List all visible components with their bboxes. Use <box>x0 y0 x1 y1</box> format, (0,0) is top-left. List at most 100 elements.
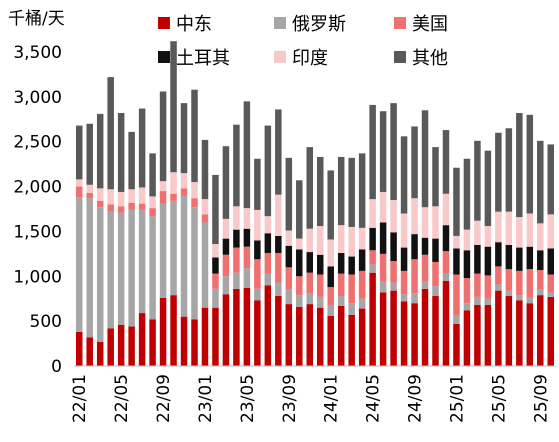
legend-swatch <box>394 51 406 63</box>
x-tick-label: 25/09 <box>531 374 551 423</box>
bar-segment <box>191 182 198 199</box>
bar-segment <box>390 282 397 291</box>
bar-segment <box>547 248 555 275</box>
bar-segment <box>337 225 345 253</box>
bar-segment <box>453 235 460 249</box>
bar-segment <box>296 249 303 277</box>
bar-segment <box>285 157 293 231</box>
bar-segment <box>233 288 240 366</box>
bar-segment <box>170 295 177 366</box>
bar-segment <box>526 303 534 366</box>
bar-segment <box>327 266 334 288</box>
bar-segment <box>285 230 293 246</box>
bar-segment <box>369 227 376 251</box>
bar-segment <box>463 229 471 251</box>
bar-segment <box>411 234 418 260</box>
bar-segment <box>149 216 156 320</box>
bar-segment <box>379 253 387 282</box>
bar-segment <box>432 206 439 239</box>
bar-segment <box>296 295 303 307</box>
bar-segment <box>96 200 104 208</box>
bar-segment <box>547 144 555 215</box>
bar-segment <box>243 287 251 366</box>
bar-segment <box>222 146 230 219</box>
bar-segment <box>264 273 272 286</box>
x-tick-label: 23/05 <box>238 374 258 423</box>
bar-segment <box>86 192 93 199</box>
x-tick-label: 24/09 <box>406 374 426 423</box>
bar-segment <box>201 307 209 366</box>
legend-label: 土耳其 <box>176 48 230 69</box>
bar-segment <box>442 251 450 274</box>
bar-segment <box>264 216 272 234</box>
bar-segment <box>149 208 156 217</box>
bar-segment <box>306 252 314 273</box>
bar-segment <box>170 172 177 194</box>
bar-segment <box>222 238 230 255</box>
bar-segment <box>285 289 293 305</box>
bar-segment <box>379 191 387 223</box>
bar-segment <box>537 223 544 251</box>
bar-segment <box>348 303 355 315</box>
bar-segment <box>411 303 418 366</box>
x-tick-label: 24/05 <box>364 374 384 423</box>
bar-segment <box>285 304 293 366</box>
bar-segment <box>159 297 167 366</box>
bar-segment <box>421 254 429 282</box>
legend-label: 其他 <box>412 48 448 69</box>
bar-segment <box>474 273 481 297</box>
bar-segment <box>474 296 481 305</box>
bar-segment <box>254 288 261 301</box>
bar-segment <box>96 341 104 366</box>
bar-segment <box>400 247 408 271</box>
bar-segment <box>316 274 324 297</box>
x-tick-label: 25/05 <box>489 374 509 423</box>
bar-segment <box>337 273 345 297</box>
bar-segment <box>327 315 334 366</box>
bar-segment <box>421 237 429 255</box>
bar-segment <box>96 188 104 201</box>
bar-segment <box>369 199 376 228</box>
bar-segment <box>96 113 104 189</box>
bar-segment <box>484 246 492 276</box>
bar-segment <box>442 273 450 281</box>
bar-segment <box>264 252 272 274</box>
bar-segment <box>358 298 366 309</box>
bar-segment <box>411 126 418 199</box>
bar-segment <box>170 200 177 296</box>
bar-segment <box>316 226 324 255</box>
legend-item: 美国 <box>394 10 448 36</box>
x-tick-label: 24/01 <box>322 374 342 423</box>
bar-segment <box>316 296 324 308</box>
bar-segment <box>138 209 146 314</box>
bar-segment <box>75 186 83 198</box>
bar-segment <box>411 198 418 235</box>
bar-segment <box>128 202 135 210</box>
bar-segment <box>432 238 439 262</box>
bar-segment <box>275 194 282 236</box>
bar-segment <box>358 270 366 299</box>
bar-segment <box>453 167 460 236</box>
bar-segment <box>537 270 544 290</box>
bar-segment <box>212 174 219 244</box>
legend-item: 中东 <box>158 10 212 36</box>
legend-swatch <box>274 51 286 63</box>
bar-segment <box>306 293 314 305</box>
bar-segment <box>243 268 251 288</box>
bar-segment <box>474 304 481 366</box>
bar-segment <box>379 111 387 192</box>
bar-segment <box>516 295 523 301</box>
bar-segment <box>159 181 167 192</box>
bar-segment <box>495 290 502 366</box>
bar-segment <box>264 233 272 253</box>
bar-segment <box>442 225 450 252</box>
legend-item: 其他 <box>394 44 448 70</box>
bar-segment <box>537 250 544 271</box>
bar-segment <box>170 41 177 173</box>
bar-segment <box>337 296 345 306</box>
legend-label: 俄罗斯 <box>292 14 346 35</box>
bar-segment <box>526 297 534 304</box>
bar-segment <box>432 147 439 207</box>
bar-segment <box>453 315 460 324</box>
bar-segment <box>191 207 198 320</box>
